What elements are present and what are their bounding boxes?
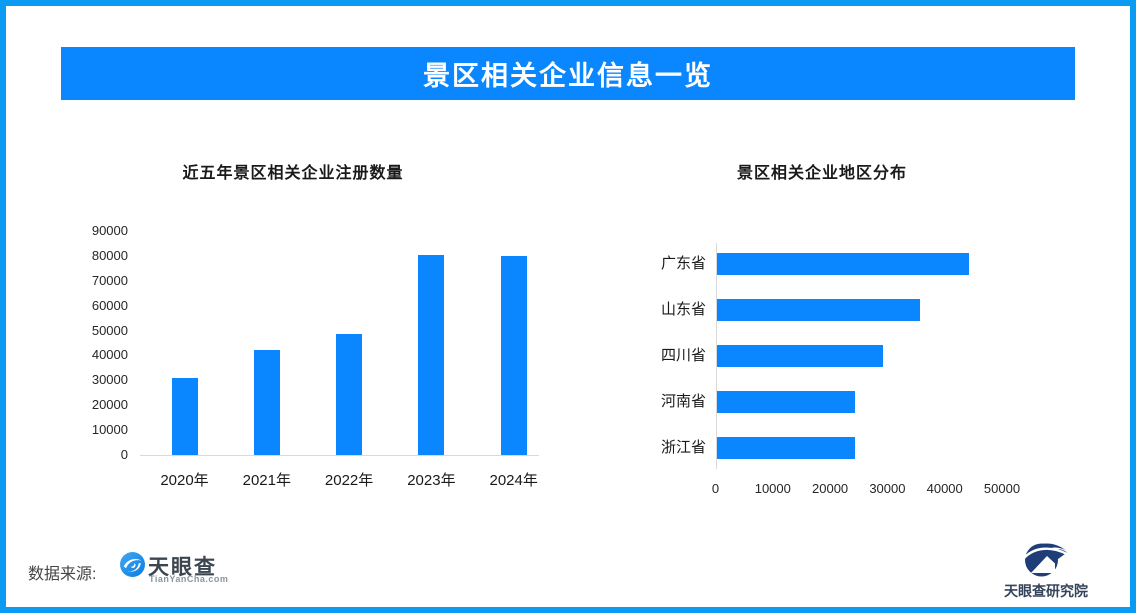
chart1-title: 近五年景区相关企业注册数量 <box>182 165 404 182</box>
chart1-x-tick-label: 2024年 <box>489 472 538 489</box>
chart2-title: 景区相关企业地区分布 <box>736 165 907 182</box>
chart1-bar-2024年 <box>500 255 527 455</box>
header-banner: 景区相关企业信息一览 <box>61 47 1075 100</box>
chart1-y-tick-label: 90000 <box>91 223 128 238</box>
chart2-category-label: 广东省 <box>660 255 706 272</box>
chart1-bar-2023年 <box>418 254 445 455</box>
chart2-bar-广东省 <box>717 253 970 275</box>
chart1-y-tick-label: 60000 <box>91 297 128 313</box>
chart2-category-label: 四川省 <box>660 347 706 364</box>
chart1-y-tick-label: 50000 <box>91 322 128 338</box>
page-title: 景区相关企业信息一览 <box>423 61 713 91</box>
chart2-bar-浙江省 <box>717 437 855 459</box>
chart1-bar-2022年 <box>336 334 363 455</box>
chart1-y-tick-label: 70000 <box>91 272 128 288</box>
chart2-x-tick-label: 40000 <box>926 481 963 496</box>
research-institute-name: 天眼查研究院 <box>1004 583 1088 599</box>
chart1-x-tick-label: 2023年 <box>407 472 456 489</box>
chart2-category-label: 浙江省 <box>660 439 706 456</box>
tianyancha-domain-text: TianYanCha.com <box>149 574 229 584</box>
chart2-x-tick-label: 10000 <box>754 481 791 496</box>
chart2-axis-line <box>716 243 717 469</box>
chart1-y-tick-label: 80000 <box>91 247 128 263</box>
research-institute-logo-icon <box>1022 539 1068 582</box>
tianyancha-logo-icon <box>120 552 145 582</box>
chart1-y-tick-label: 20000 <box>91 397 128 413</box>
chart1-bar-2020年 <box>171 377 198 455</box>
chart1-x-tick-label: 2021年 <box>242 472 291 489</box>
chart2-bar-四川省 <box>717 345 884 367</box>
chart2-x-tick-label: 0 <box>711 481 720 496</box>
tianyancha-wordmark: 天眼查 <box>148 556 217 579</box>
chart1-y-tick-label: 10000 <box>91 422 128 438</box>
chart2-category-label: 河南省 <box>660 393 706 410</box>
chart1-y-axis: 90000 80000 70000 60000 50000 40000 30000 20000… <box>58 223 128 462</box>
data-source-label: 数据来源: <box>28 566 97 583</box>
chart1-y-tick-label: 40000 <box>91 347 128 363</box>
chart1-y-tick-label: 30000 <box>91 372 128 388</box>
chart1-plot-area <box>140 231 539 456</box>
chart2-bar-山东省 <box>717 299 921 321</box>
chart2-bar-河南省 <box>717 391 855 413</box>
chart1-x-tick-label: 2022年 <box>324 472 374 489</box>
chart2-x-tick-label: 30000 <box>869 481 906 496</box>
chart2-category-label: 山东省 <box>660 301 706 318</box>
chart2-x-tick-label: 50000 <box>983 481 1021 496</box>
chart1-x-tick-label: 2020年 <box>160 472 209 489</box>
chart1-y-tick-label: 0 <box>120 447 128 462</box>
chart1-x-axis: 2020年 2021年 2022年 2023年 2024年 <box>140 469 539 491</box>
chart1-bar-2021年 <box>253 350 280 455</box>
chart2-x-tick-label: 20000 <box>812 481 849 496</box>
